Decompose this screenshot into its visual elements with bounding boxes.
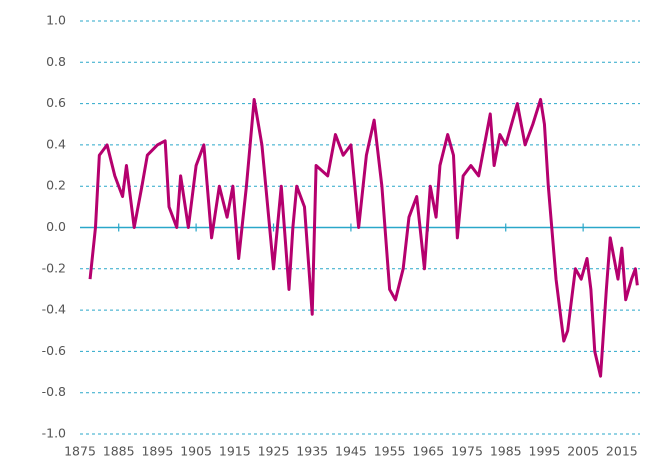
y-tick-label: 1.0 bbox=[46, 13, 66, 28]
x-tick-label: 1985 bbox=[490, 444, 522, 459]
x-tick-label: 1945 bbox=[335, 444, 367, 459]
y-tick-label: -0.8 bbox=[42, 384, 66, 399]
x-tick-label: 1935 bbox=[296, 444, 328, 459]
x-tick-label: 2015 bbox=[606, 444, 638, 459]
x-tick-label: 1925 bbox=[258, 444, 290, 459]
x-tick-label: 1965 bbox=[412, 444, 444, 459]
y-tick-label: 0.8 bbox=[46, 54, 66, 69]
y-tick-label: -0.4 bbox=[42, 302, 66, 317]
y-tick-label: 0.2 bbox=[46, 178, 66, 193]
x-tick-label: 1885 bbox=[103, 444, 135, 459]
y-tick-label: 0.0 bbox=[46, 219, 66, 234]
x-tick-label: 1955 bbox=[374, 444, 406, 459]
x-tick-label: 1995 bbox=[529, 444, 561, 459]
x-tick-label: 1895 bbox=[141, 444, 173, 459]
x-tick-label: 1905 bbox=[180, 444, 212, 459]
y-tick-label: -1.0 bbox=[42, 426, 66, 441]
x-tick-label: 1915 bbox=[219, 444, 251, 459]
x-tick-label: 1875 bbox=[64, 444, 96, 459]
x-tick-label: 2005 bbox=[567, 444, 599, 459]
y-tick-label: 0.4 bbox=[46, 136, 66, 151]
y-tick-label: 0.6 bbox=[46, 95, 66, 110]
y-tick-label: -0.2 bbox=[42, 260, 66, 275]
y-tick-label: -0.6 bbox=[42, 343, 66, 358]
x-tick-label: 1975 bbox=[451, 444, 483, 459]
data-line bbox=[88, 97, 639, 378]
